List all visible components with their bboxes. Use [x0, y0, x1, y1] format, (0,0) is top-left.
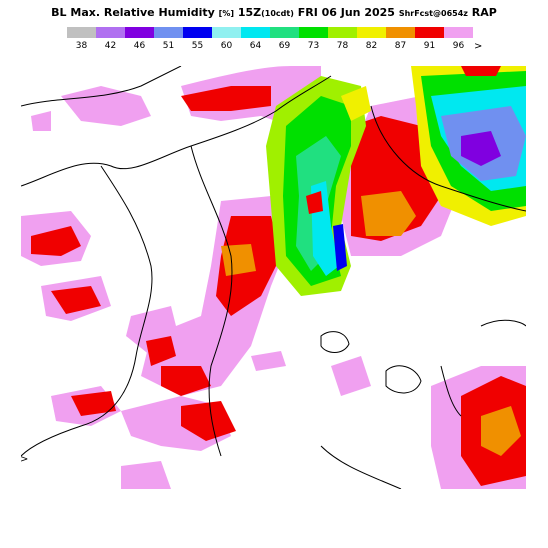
- border-line: [21, 165, 153, 457]
- rh-region: [181, 86, 271, 111]
- legend-label: 82: [365, 41, 378, 51]
- rh-region: [181, 401, 236, 441]
- legend-swatch: [444, 27, 473, 38]
- map-edge-marker: >: [20, 454, 29, 465]
- rh-region: [361, 191, 416, 236]
- legend-swatch: [96, 27, 125, 38]
- legend-label: 55: [191, 41, 204, 51]
- border-line: [190, 145, 233, 457]
- legend-swatch: [154, 27, 183, 38]
- legend-swatch: [270, 27, 299, 38]
- legend-label: 87: [394, 41, 407, 51]
- rh-region: [461, 131, 501, 166]
- legend-overflow-arrow: >: [474, 41, 483, 52]
- legend-swatch: [415, 27, 444, 38]
- rh-high-band: [266, 76, 371, 296]
- lake-outline: [385, 365, 422, 394]
- legend-label: 46: [133, 41, 146, 51]
- rh-region: [51, 286, 101, 314]
- legend-bar: [67, 27, 473, 38]
- rh-region: [31, 226, 81, 256]
- legend-swatch: [386, 27, 415, 38]
- legend-swatch: [241, 27, 270, 38]
- title-date: FRI 06 Jun 2025: [297, 6, 395, 19]
- legend-swatch: [328, 27, 357, 38]
- legend-swatch: [125, 27, 154, 38]
- rh-region: [331, 356, 371, 396]
- legend-swatch: [183, 27, 212, 38]
- rh-region: [146, 336, 176, 366]
- rh-region: [306, 191, 323, 214]
- map-canvas: [21, 66, 526, 489]
- legend-label: 60: [220, 41, 233, 51]
- legend-label: 51: [162, 41, 175, 51]
- legend-label: 69: [278, 41, 291, 51]
- legend-swatch: [67, 27, 96, 38]
- title-units: [%]: [218, 9, 234, 18]
- title-forecast: ShrFcst@0654z: [398, 9, 468, 18]
- legend-swatch: [357, 27, 386, 38]
- lake-outline: [320, 331, 350, 353]
- humidity-map: [21, 66, 526, 489]
- border-line: [480, 319, 526, 327]
- rh-region: [333, 224, 347, 271]
- rh-region: [31, 111, 51, 131]
- rh-region: [461, 66, 501, 76]
- title-time: 15Z: [237, 6, 262, 19]
- title-main: BL Max. Relative Humidity: [51, 6, 215, 19]
- border-line: [21, 66, 182, 107]
- legend-labels: 38 42 46 51 55 60 64 69 73 78 82 87 91 96: [67, 41, 473, 51]
- legend-swatch: [299, 27, 328, 38]
- title-local: (10cdt): [261, 9, 294, 18]
- legend-label: 78: [336, 41, 349, 51]
- border-line: [440, 365, 462, 417]
- rh-region: [221, 244, 256, 276]
- rh-region: [61, 86, 151, 126]
- legend-label: 96: [452, 41, 465, 51]
- rh-region: [251, 351, 286, 371]
- color-legend: 38 42 46 51 55 60 64 69 73 78 82 87 91 96: [67, 27, 473, 51]
- rh-region: [161, 366, 211, 396]
- coastlines: [21, 66, 526, 489]
- border-line: [370, 105, 526, 212]
- rh-region: [341, 86, 371, 121]
- rh-region: [121, 461, 171, 489]
- rh-region: [481, 406, 521, 456]
- rh-region: [71, 391, 116, 416]
- legend-label: 64: [249, 41, 262, 51]
- title-model: RAP: [471, 6, 497, 19]
- legend-swatch: [212, 27, 241, 38]
- legend-label: 91: [423, 41, 436, 51]
- map-title: BL Max. Relative Humidity [%] 15Z(10cdt)…: [0, 6, 548, 19]
- legend-label: 42: [104, 41, 117, 51]
- legend-label: 38: [75, 41, 88, 51]
- legend-label: 73: [307, 41, 320, 51]
- border-line: [320, 445, 402, 489]
